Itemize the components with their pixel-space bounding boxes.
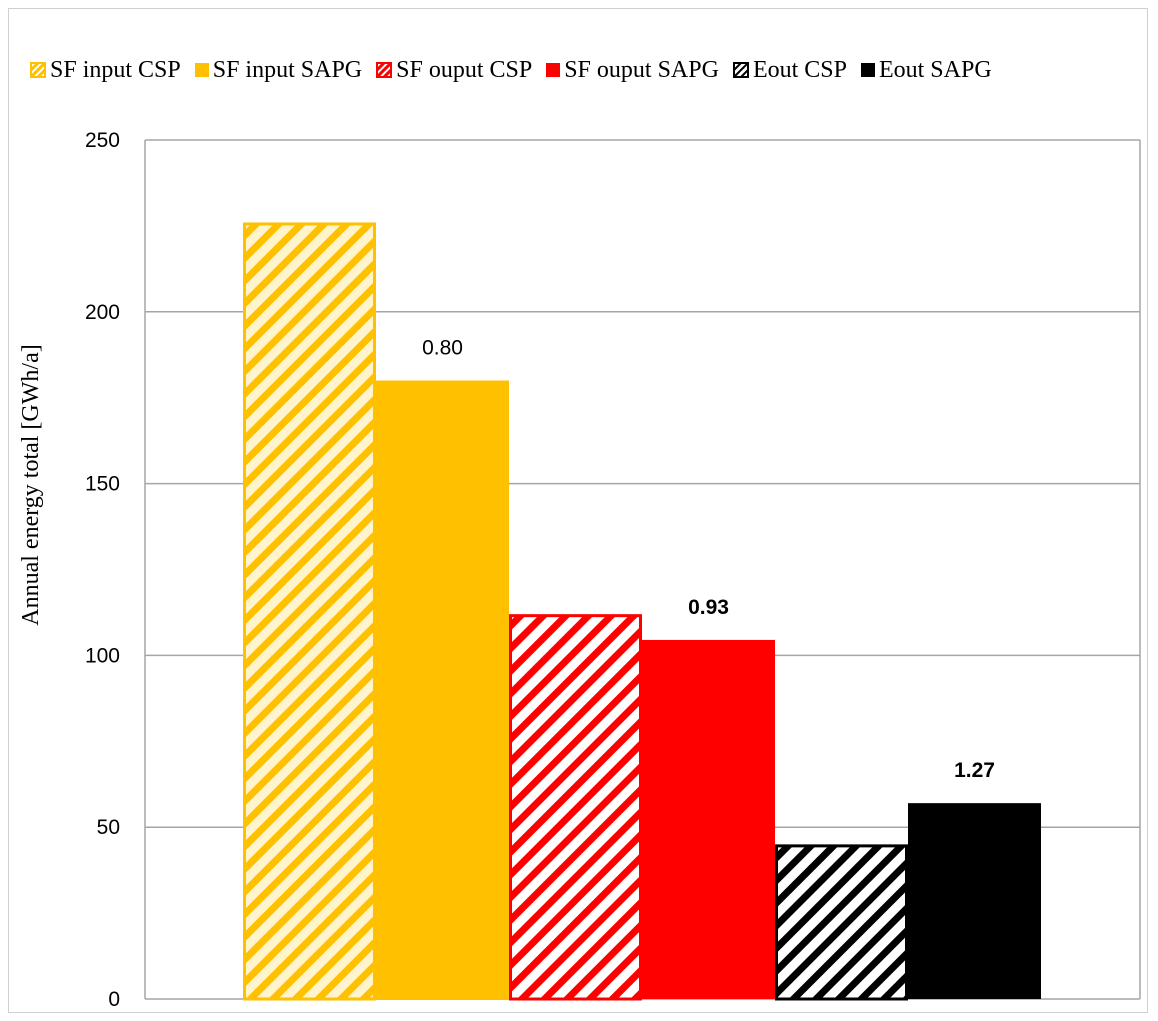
y-tick-label-50: 50	[97, 816, 120, 839]
y-axis-label: Annual energy total [GWh/a]	[18, 344, 44, 625]
bar-eout-sapg	[908, 803, 1041, 999]
legend-swatch-eout-sapg	[860, 63, 875, 77]
legend-label-eout-sapg: Eout SAPG	[878, 56, 992, 83]
legend-item-eout-csp: Eout CSP	[732, 56, 847, 84]
legend-label-sf-input-sapg: SF input SAPG	[212, 56, 363, 83]
data-label-sf-input-sapg: 0.80	[422, 337, 463, 360]
legend-swatch-sf-ouput-sapg	[546, 63, 561, 77]
legend-swatch-sf-ouput-csp	[376, 62, 393, 78]
legend-item-sf-ouput-sapg: SF ouput SAPG	[546, 57, 719, 84]
y-tick-label-0: 0	[108, 988, 120, 1011]
bar-sf-ouput-sapg	[642, 639, 775, 999]
legend-item-sf-ouput-csp: SF ouput CSP	[376, 57, 532, 84]
y-tick-label-250: 250	[85, 129, 120, 152]
data-labels: 0.80 0.93 1.27	[422, 337, 995, 783]
data-label-sf-ouput-sapg: 0.93	[688, 596, 729, 619]
y-tick-label-200: 200	[85, 301, 120, 324]
legend-item-eout-sapg: Eout SAPG	[860, 56, 992, 84]
legend-item-sf-input-sapg: SF input SAPG	[194, 56, 363, 84]
legend-swatch-sf-input-sapg	[194, 63, 209, 77]
bar-sf-ouput-csp	[509, 614, 642, 1001]
legend-swatch-sf-input-csp	[30, 62, 46, 78]
legend-label-sf-ouput-sapg: SF ouput SAPG	[564, 56, 719, 83]
bar-eout-csp	[775, 844, 908, 1001]
legend-item-sf-input-csp: SF input CSP	[30, 57, 181, 84]
legend-label-sf-input-csp: SF input CSP	[50, 56, 181, 83]
chart-legend: SF input CSP SF input SAPG SF ouput CSP …	[30, 52, 992, 88]
legend-label-eout-csp: Eout CSP	[752, 56, 847, 83]
legend-swatch-eout-csp	[732, 62, 749, 78]
legend-label-sf-ouput-csp: SF ouput CSP	[396, 56, 533, 83]
bar-sf-input-sapg	[376, 380, 509, 999]
y-tick-label-150: 150	[85, 473, 120, 496]
y-tick-label-100: 100	[85, 644, 120, 667]
data-label-eout-sapg: 1.27	[954, 759, 995, 782]
bars	[243, 222, 1041, 1001]
y-axis-ticks: 0 50 100 150 200 250	[85, 129, 120, 1011]
bar-sf-input-csp	[243, 222, 376, 1001]
